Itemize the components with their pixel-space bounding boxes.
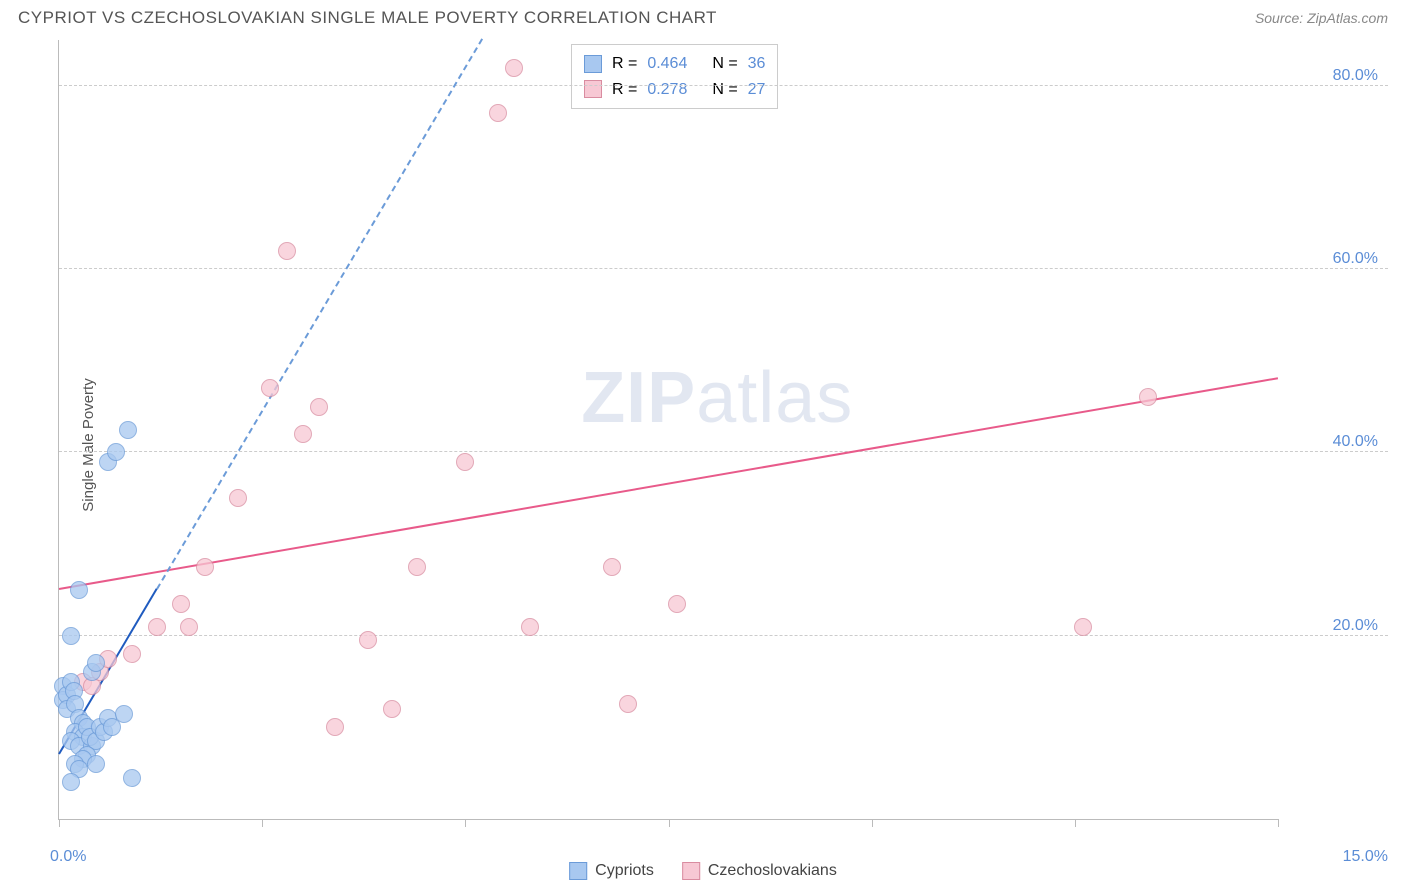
legend-item-czechs: Czechoslovakians — [682, 862, 837, 880]
gridline — [59, 451, 1388, 452]
czech-point — [261, 379, 279, 397]
legend-label: Cypriots — [595, 862, 654, 880]
trend-line — [156, 39, 483, 590]
watermark: ZIPatlas — [581, 357, 853, 439]
plot-area: ZIPatlas R =0.464N =36R =0.278N =27 20.0… — [58, 40, 1278, 820]
x-tick — [59, 819, 60, 827]
czech-point — [310, 398, 328, 416]
stats-row: R = 0.464 N = 36 — [584, 51, 765, 77]
gridline — [59, 268, 1388, 269]
x-axis-max-label: 15.0% — [1343, 848, 1388, 866]
series-legend: Cypriots Czechoslovakians — [569, 862, 837, 880]
gridline — [59, 85, 1388, 86]
r-value: 0.278 — [647, 77, 702, 103]
czech-point — [668, 595, 686, 613]
cypriot-point — [87, 654, 105, 672]
n-value: 27 — [748, 77, 766, 103]
n-label: N = — [712, 77, 737, 103]
x-tick — [1075, 819, 1076, 827]
czech-point — [172, 595, 190, 613]
gridline — [59, 635, 1388, 636]
czech-point — [359, 631, 377, 649]
stats-legend: R = 0.464 N = 36 R = 0.278 N = 27 — [571, 44, 778, 109]
czech-point — [326, 718, 344, 736]
legend-item-cypriots: Cypriots — [569, 862, 654, 880]
czech-swatch-icon — [584, 80, 602, 98]
x-tick — [465, 819, 466, 827]
x-tick — [669, 819, 670, 827]
czech-point — [383, 700, 401, 718]
czech-point — [123, 645, 141, 663]
czech-point — [408, 558, 426, 576]
n-label: N = — [712, 51, 737, 77]
czech-point — [148, 618, 166, 636]
czech-point — [505, 59, 523, 77]
czech-point — [229, 489, 247, 507]
y-tick-label: 60.0% — [1288, 250, 1378, 268]
r-label: R = — [612, 77, 637, 103]
czech-point — [294, 425, 312, 443]
cypriot-point — [123, 769, 141, 787]
cypriot-point — [62, 627, 80, 645]
czech-point — [603, 558, 621, 576]
cypriot-point — [107, 443, 125, 461]
czech-point — [619, 695, 637, 713]
stats-row: R = 0.278 N = 27 — [584, 77, 765, 103]
x-tick — [262, 819, 263, 827]
czech-point — [180, 618, 198, 636]
x-axis-min-label: 0.0% — [50, 848, 86, 866]
source-label: Source: ZipAtlas.com — [1255, 10, 1388, 26]
n-value: 36 — [748, 51, 766, 77]
czech-point — [521, 618, 539, 636]
r-label: R = — [612, 51, 637, 77]
r-value: 0.464 — [647, 51, 702, 77]
legend-label: Czechoslovakians — [708, 862, 837, 880]
cypriot-swatch-icon — [584, 55, 602, 73]
cypriot-point — [87, 755, 105, 773]
cypriot-point — [119, 421, 137, 439]
czech-point — [456, 453, 474, 471]
chart-title: CYPRIOT VS CZECHOSLOVAKIAN SINGLE MALE P… — [18, 8, 717, 28]
chart-container: Single Male Poverty ZIPatlas R =0.464N =… — [18, 40, 1388, 850]
cypriot-swatch-icon — [569, 862, 587, 880]
trend-line — [59, 377, 1278, 590]
cypriot-point — [70, 581, 88, 599]
czech-point — [1074, 618, 1092, 636]
czech-point — [196, 558, 214, 576]
y-tick-label: 80.0% — [1288, 67, 1378, 85]
cypriot-point — [115, 705, 133, 723]
czech-point — [489, 104, 507, 122]
czech-point — [278, 242, 296, 260]
x-tick — [872, 819, 873, 827]
y-tick-label: 40.0% — [1288, 433, 1378, 451]
cypriot-point — [62, 773, 80, 791]
czech-point — [1139, 388, 1157, 406]
y-tick-label: 20.0% — [1288, 617, 1378, 635]
x-tick — [1278, 819, 1279, 827]
czech-swatch-icon — [682, 862, 700, 880]
